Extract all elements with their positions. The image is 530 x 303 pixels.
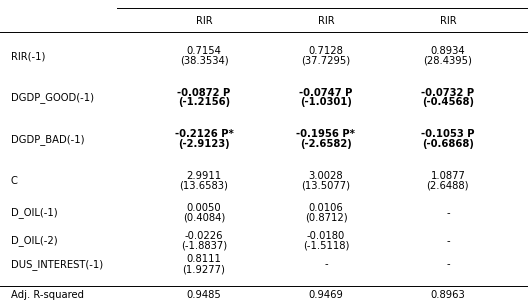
Text: (-2.6582): (-2.6582)	[300, 139, 352, 149]
Text: (13.5077): (13.5077)	[302, 180, 350, 191]
Text: -0.0732 P: -0.0732 P	[421, 88, 474, 98]
Text: -0.1956 P*: -0.1956 P*	[296, 129, 356, 139]
Text: 0.8963: 0.8963	[430, 289, 465, 300]
Text: (-0.6868): (-0.6868)	[422, 139, 474, 149]
Text: (-0.4568): (-0.4568)	[422, 97, 474, 108]
Text: DGDP_GOOD(-1): DGDP_GOOD(-1)	[11, 92, 94, 103]
Text: D_OIL(-2): D_OIL(-2)	[11, 235, 57, 246]
Text: RIR: RIR	[439, 16, 456, 26]
Text: RIR: RIR	[196, 16, 213, 26]
Text: (-1.2156): (-1.2156)	[178, 97, 230, 108]
Text: DUS_INTEREST(-1): DUS_INTEREST(-1)	[11, 259, 103, 270]
Text: (1.9277): (1.9277)	[183, 264, 225, 274]
Text: -: -	[446, 236, 449, 246]
Text: Adj. R-squared: Adj. R-squared	[11, 289, 84, 300]
Text: -0.1053 P: -0.1053 P	[421, 129, 474, 139]
Text: 0.8934: 0.8934	[430, 46, 465, 56]
Text: (0.8712): (0.8712)	[305, 213, 347, 223]
Text: 2.9911: 2.9911	[187, 171, 222, 181]
Text: D_OIL(-1): D_OIL(-1)	[11, 208, 57, 218]
Text: 0.9485: 0.9485	[187, 289, 222, 300]
Text: -: -	[446, 208, 449, 218]
Text: 0.0050: 0.0050	[187, 203, 222, 213]
Text: -0.0226: -0.0226	[185, 231, 223, 241]
Text: RIR: RIR	[317, 16, 334, 26]
Text: -0.2126 P*: -0.2126 P*	[174, 129, 234, 139]
Text: (37.7295): (37.7295)	[302, 56, 350, 66]
Text: 0.0106: 0.0106	[308, 203, 343, 213]
Text: 0.9469: 0.9469	[308, 289, 343, 300]
Text: RIR(-1): RIR(-1)	[11, 51, 45, 61]
Text: -0.0180: -0.0180	[307, 231, 345, 241]
Text: (13.6583): (13.6583)	[180, 180, 228, 191]
Text: (2.6488): (2.6488)	[427, 180, 469, 191]
Text: (-1.5118): (-1.5118)	[303, 241, 349, 251]
Text: 0.7128: 0.7128	[308, 46, 343, 56]
Text: -0.0747 P: -0.0747 P	[299, 88, 352, 98]
Text: -: -	[324, 259, 328, 269]
Text: (0.4084): (0.4084)	[183, 213, 225, 223]
Text: (28.4395): (28.4395)	[423, 56, 472, 66]
Text: (-1.0301): (-1.0301)	[300, 97, 352, 108]
Text: 0.7154: 0.7154	[187, 46, 222, 56]
Text: DGDP_BAD(-1): DGDP_BAD(-1)	[11, 134, 84, 145]
Text: 3.0028: 3.0028	[308, 171, 343, 181]
Text: -: -	[446, 259, 449, 269]
Text: (38.3534): (38.3534)	[180, 56, 228, 66]
Text: (-2.9123): (-2.9123)	[178, 139, 230, 149]
Text: C: C	[11, 175, 17, 186]
Text: -0.0872 P: -0.0872 P	[178, 88, 231, 98]
Text: 1.0877: 1.0877	[430, 171, 465, 181]
Text: (-1.8837): (-1.8837)	[181, 241, 227, 251]
Text: 0.8111: 0.8111	[187, 254, 222, 265]
